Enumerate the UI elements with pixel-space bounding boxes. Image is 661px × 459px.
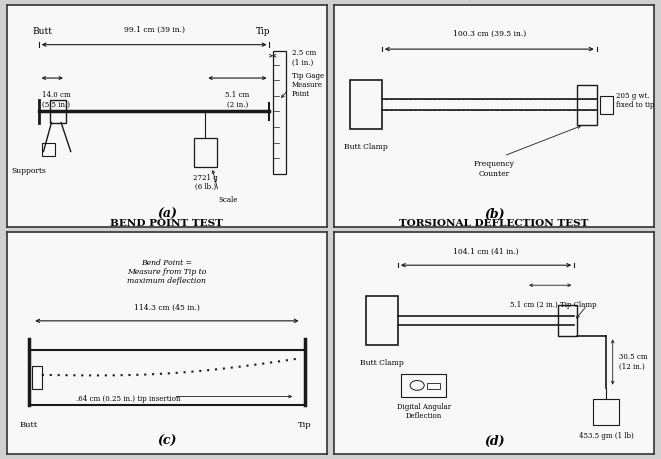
- Text: (b): (b): [484, 207, 504, 220]
- Bar: [600, 96, 613, 114]
- Text: 453.5 gm (1 lb): 453.5 gm (1 lb): [579, 432, 634, 440]
- Title: TORSIONAL DEFLECTION TEST: TORSIONAL DEFLECTION TEST: [399, 219, 589, 228]
- Text: 104.1 cm (41 in.): 104.1 cm (41 in.): [453, 248, 519, 256]
- Bar: [50, 101, 66, 123]
- Text: Butt Clamp: Butt Clamp: [360, 358, 404, 367]
- Text: 5.1 cm (2 in.) Tip Clamp: 5.1 cm (2 in.) Tip Clamp: [510, 301, 597, 309]
- Bar: [32, 366, 42, 389]
- Text: 14.0 cm
(5.5 in.): 14.0 cm (5.5 in.): [42, 91, 71, 109]
- Text: Butt Clamp: Butt Clamp: [344, 143, 388, 151]
- Title: ORTHO DEFLECTION TEST: ORTHO DEFLECTION TEST: [86, 0, 248, 1]
- Text: 114.3 cm (45 in.): 114.3 cm (45 in.): [134, 304, 200, 312]
- Text: (c): (c): [157, 435, 176, 448]
- Text: Butt: Butt: [32, 27, 52, 36]
- Text: Supports: Supports: [12, 167, 46, 175]
- Bar: [578, 85, 597, 125]
- Bar: [594, 399, 619, 425]
- Text: (d): (d): [484, 435, 504, 448]
- Text: Scale: Scale: [218, 196, 237, 204]
- Bar: [350, 80, 382, 129]
- Bar: [42, 143, 55, 156]
- Text: Butt: Butt: [20, 421, 38, 429]
- Text: 2721 g
(6 lb.): 2721 g (6 lb.): [193, 174, 217, 191]
- Text: Digital Angular
Deflection: Digital Angular Deflection: [397, 403, 451, 420]
- Text: 205 g wt.
fixed to tip: 205 g wt. fixed to tip: [616, 92, 654, 109]
- Text: 30.5 cm
(12 in.): 30.5 cm (12 in.): [619, 353, 648, 370]
- Text: Tip Gage
Measure
Point: Tip Gage Measure Point: [292, 72, 324, 98]
- Text: 5.1 cm
(2 in.): 5.1 cm (2 in.): [225, 91, 250, 109]
- Text: Tip: Tip: [256, 27, 270, 36]
- Title: FREQUENCY TEST: FREQUENCY TEST: [439, 0, 549, 1]
- Text: (a): (a): [157, 207, 177, 220]
- Bar: [401, 374, 446, 397]
- Bar: [427, 383, 440, 389]
- Text: Bend Point =
Measure from Tip to
maximum deflection: Bend Point = Measure from Tip to maximum…: [127, 258, 207, 285]
- Bar: [194, 138, 217, 167]
- Bar: [559, 305, 578, 336]
- Text: Tip: Tip: [298, 421, 311, 429]
- Bar: [273, 51, 286, 174]
- Text: Frequency
Counter: Frequency Counter: [474, 160, 514, 178]
- Bar: [366, 297, 398, 345]
- Text: 2.5 cm
(1 in.): 2.5 cm (1 in.): [292, 50, 316, 67]
- Text: .64 cm (0.25 in.) tip insertion: .64 cm (0.25 in.) tip insertion: [76, 395, 180, 403]
- Title: BEND POINT TEST: BEND POINT TEST: [110, 219, 223, 228]
- Text: 100.3 cm (39.5 in.): 100.3 cm (39.5 in.): [453, 30, 526, 38]
- Text: 99.1 cm (39 in.): 99.1 cm (39 in.): [124, 26, 184, 34]
